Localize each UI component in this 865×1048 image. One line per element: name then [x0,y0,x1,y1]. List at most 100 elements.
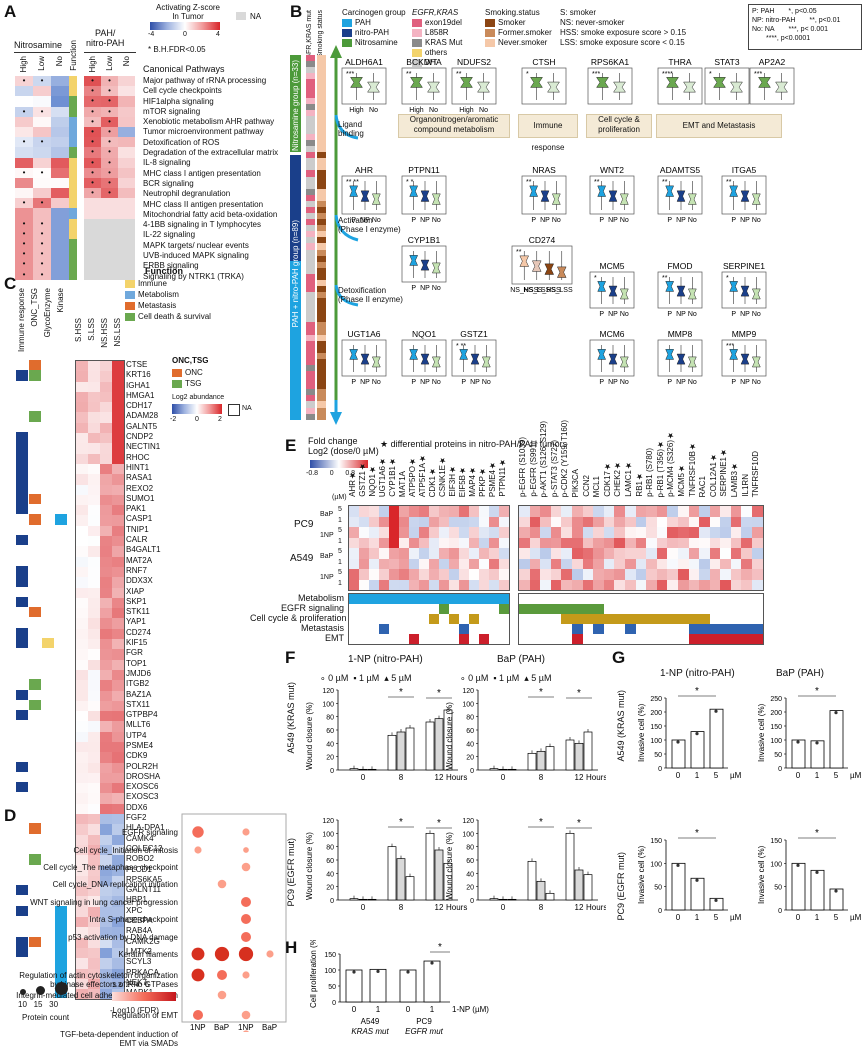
category-cell [349,624,359,634]
heat-e-cell [429,569,439,580]
heat-c-cell [88,546,100,557]
b-col-smoking: Smoking status [317,10,324,58]
heat-c-cell [88,927,100,938]
egfr-strip-cell [306,352,315,359]
category-cell [624,604,636,614]
pathway-label: IL-22 signaling [143,230,196,240]
heat-c-cell [100,793,112,804]
heat-e-cell [720,516,731,527]
annot-cell [16,761,28,772]
heat-a-cell: • [84,157,101,168]
annot-cell [55,792,67,803]
heat-c-cell [100,937,112,948]
heat-c-cell [112,752,124,763]
egfr-strip-cell [306,206,315,214]
heat-c-cell [112,886,124,897]
heat-e-cell [603,579,615,590]
heat-c-cell [100,968,112,979]
smoking-strip-cell [317,134,326,141]
notch-box [409,255,419,266]
egfr-strip-cell [306,97,315,104]
heat-a-cell [101,198,118,209]
heat-c-cell [100,958,112,969]
category-cell [519,634,530,644]
boxplot-xlabel: NP [740,217,750,224]
heat-a-cell [51,86,69,97]
annot-cell [29,658,41,669]
term-label: Cell cycle_Initiation of mitosis [73,846,178,855]
category-cell [582,624,594,634]
heat-c-cell [100,669,112,681]
category-cell [469,604,479,614]
category-cell [709,604,721,614]
heat-a-cell [84,218,101,229]
heat-a-cell [51,147,69,158]
boxplot-xlabel: No [688,311,697,318]
heat-e-cell [419,558,429,569]
smoking-strip-cell [317,91,326,98]
boxplot-gene: STAT3 [714,57,739,67]
category-cell [459,624,469,634]
gene-label: YAP1 [126,617,146,627]
annot-cell [55,493,67,505]
heat-a-cell [51,96,69,107]
category-cell [677,634,689,644]
gene-label: FGF2 [126,813,147,823]
notch-box [751,288,761,300]
category-cell [571,634,583,644]
annot-cell [55,555,67,566]
heat-e-cell [677,537,689,548]
annot-cell [55,648,67,659]
category-cell [561,604,572,614]
heat-e-cell [419,569,429,580]
heat-e-cell [730,579,742,590]
boxplot-xlabel: No [752,217,761,224]
heat-e-cell [399,579,409,590]
annot-cell [29,782,41,793]
gene-label: XPC [126,905,143,915]
notch-box [687,356,697,368]
heat-c-cell [112,556,124,567]
category-cell [603,634,615,644]
heat-a-cell [15,188,33,199]
e-col-label: p-RB1 (S780) [645,448,655,497]
annot-cell [55,452,67,463]
notch-box [481,356,491,368]
annot-cell [55,401,67,412]
heat-c-cell [76,505,88,516]
category-cell [624,614,636,624]
heat-e-cell [519,506,530,517]
notch-box [360,190,370,202]
size-legend-values: 10 15 30 [18,1000,59,1009]
g-point [676,863,680,867]
heat-e-cell [439,579,449,590]
annot-cell [16,751,28,762]
annot-cell [55,668,67,680]
e-category-label: Cell cycle & proliferation [250,613,347,623]
annot-cell [16,946,28,958]
heat-e-cell [593,527,604,538]
category-cell [635,634,647,644]
term-label: Cell cycle_The metaphase checkpoint [43,863,178,872]
panel-e-letter: E [285,436,297,455]
heat-c-cell [76,463,88,475]
heat-e-cell [635,548,647,559]
heat-c-cell [88,803,100,815]
f-bar [349,898,359,901]
pathway-label: Detoxification of ROS [143,137,220,147]
egfr-strip-cell [306,85,315,92]
y-tick-label: 120 [462,688,474,695]
heat-a-cell [101,259,118,270]
function-cell [69,167,77,178]
f-bar [583,874,593,901]
heat-e-cell [399,527,409,538]
annot-cell [55,535,67,546]
heat-e-cell [349,548,359,559]
f-bar [574,742,584,771]
egfr-strip-cell [306,413,315,420]
heat-e-cell [603,558,615,569]
notch-box [477,81,490,93]
boxplot-xlabel: P [599,379,604,386]
notch-box [687,193,697,205]
